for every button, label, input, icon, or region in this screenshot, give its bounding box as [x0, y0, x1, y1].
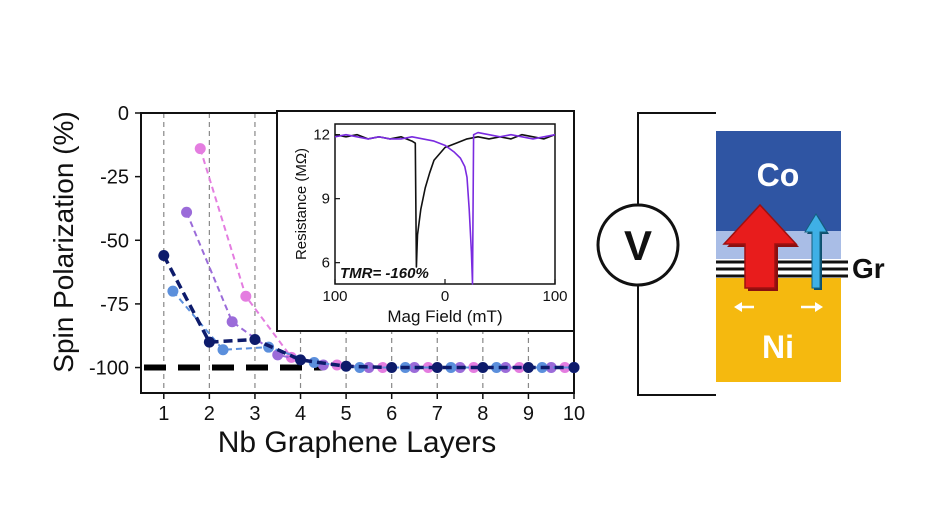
inset-x-axis-label: Mag Field (mT)	[387, 307, 502, 326]
majority-spin-arrow-icon	[722, 203, 799, 291]
inset-series-line	[334, 131, 556, 285]
inset-y-tick-label: 12	[313, 127, 330, 144]
ni-layer	[716, 278, 841, 382]
y-tick-label: 0	[118, 103, 129, 125]
graphene-label: Gr	[852, 253, 885, 284]
series-point	[203, 336, 215, 348]
y-tick-label: -50	[100, 230, 129, 252]
inset-x-tick-label: 100	[542, 288, 567, 305]
y-tick-label: -100	[89, 358, 129, 380]
series-point	[477, 362, 489, 374]
main-series-group	[158, 143, 580, 374]
y-tick-label: -25	[100, 167, 129, 189]
inset-outer-box	[276, 110, 575, 332]
series-point	[249, 334, 261, 346]
main-y-axis-label: Spin Polarization (%)	[48, 111, 79, 372]
x-tick-label: 7	[432, 403, 443, 425]
tmr-annotation: TMR= -160%	[340, 265, 429, 282]
inset-x-ticks: 100 0 100	[322, 279, 568, 305]
x-tick-label: 2	[204, 403, 215, 425]
series-point	[522, 362, 534, 374]
series-point	[217, 344, 229, 356]
x-tick-label: 8	[477, 403, 488, 425]
x-tick-label: 1	[158, 403, 169, 425]
inset-y-axis-label: Resistance (MΩ)	[293, 148, 310, 260]
x-tick-label: 5	[341, 403, 352, 425]
right-inplane-arrow-icon	[801, 302, 823, 312]
x-tick-label: 3	[249, 403, 260, 425]
inset-y-tick-label: 9	[322, 191, 330, 208]
inset-x-tick-label: 0	[441, 288, 449, 305]
series-point	[295, 354, 307, 366]
inset-y-tick-label: 6	[322, 255, 330, 272]
series-point	[167, 285, 179, 297]
series-point	[194, 143, 206, 155]
main-x-axis-label: Nb Graphene Layers	[218, 426, 497, 459]
series-point	[386, 362, 398, 374]
series-point	[240, 290, 252, 302]
inset-series-group	[334, 131, 556, 285]
voltmeter-label: V	[624, 222, 652, 269]
series-point	[431, 362, 443, 374]
series-point	[158, 250, 170, 262]
left-inplane-arrow-icon	[734, 302, 754, 312]
inset-x-tick-label: 100	[322, 288, 347, 305]
ni-label: Ni	[762, 329, 794, 365]
series-point	[181, 206, 193, 218]
series	[158, 250, 580, 374]
resistance-inset-chart: 100 0 100 6 9 12 TMR= -160% Mag Field (mT) R…	[276, 110, 575, 332]
co-label: Co	[757, 157, 800, 193]
series-point	[491, 362, 503, 374]
voltmeter-circle	[596, 203, 680, 287]
minority-spin-arrow-icon	[804, 213, 829, 290]
y-tick-label: -75	[100, 294, 129, 316]
series-point	[226, 316, 238, 328]
co-layer	[716, 131, 841, 231]
series-point	[340, 360, 352, 372]
device-schematic: V Co Ni Gr	[596, 112, 885, 396]
main-x-ticks: 1 2 3 4 5 6 7 8 9 10	[158, 393, 585, 425]
x-tick-label: 6	[386, 403, 397, 425]
series-point	[545, 362, 557, 374]
x-tick-label: 10	[563, 403, 585, 425]
x-tick-label: 4	[295, 403, 306, 425]
series-line	[162, 254, 574, 370]
series-point	[568, 362, 580, 374]
x-tick-label: 9	[523, 403, 534, 425]
main-y-ticks: 0 -25 -50 -75 -100	[89, 103, 141, 380]
inset-y-ticks: 6 9 12	[313, 127, 340, 272]
